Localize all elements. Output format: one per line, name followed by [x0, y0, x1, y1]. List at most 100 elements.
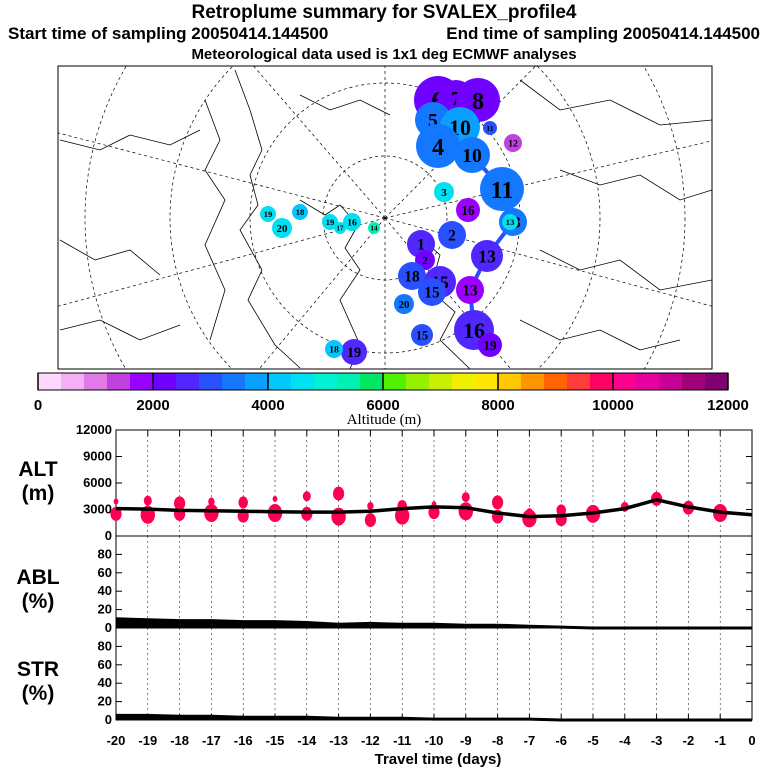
y-tick-label: 0	[105, 712, 112, 727]
altitude-point	[492, 495, 504, 510]
plume-marker	[341, 339, 367, 365]
plume-marker	[325, 340, 343, 358]
plume-day-label: 18	[296, 207, 305, 217]
colorbar-tick-label: 8000	[481, 397, 514, 414]
colorbar-swatch	[498, 373, 522, 390]
plume-markers: 6785104101211316111312132181513201516191…	[260, 76, 527, 365]
colorbar-swatch	[314, 373, 338, 390]
colorbar-label: Altitude (m)	[347, 412, 422, 428]
y-tick-label: 9000	[83, 449, 112, 464]
plume-marker	[368, 222, 380, 234]
plume-day-label: 16	[463, 318, 485, 343]
plume-day-label: 11	[486, 124, 493, 133]
panel-label: STR	[17, 658, 59, 681]
colorbar-swatch	[613, 373, 637, 390]
panel-unit-label: (m)	[22, 482, 55, 505]
plume-marker	[454, 137, 490, 173]
plume-marker	[416, 124, 460, 168]
plume-day-label: 4	[432, 134, 444, 161]
plume-marker	[272, 218, 292, 238]
x-tick-label: -3	[651, 733, 663, 748]
altitude-point	[302, 491, 311, 502]
panel-label: ALT	[18, 458, 57, 481]
colorbar-swatch	[544, 373, 568, 390]
altitude-point	[208, 497, 215, 506]
plume-marker	[504, 134, 522, 152]
plume-day-label: 19	[326, 217, 335, 227]
x-tick-label: -2	[683, 733, 695, 748]
altitude-point	[272, 495, 278, 502]
chart-title: Retroplume summary for SVALEX_profile4	[191, 2, 577, 23]
y-tick-label: 0	[105, 528, 112, 543]
y-tick-label: 60	[98, 565, 112, 580]
y-tick-label: 12000	[76, 422, 112, 437]
panel-abl: 0 20 40 60 80 ABL(%)	[16, 535, 753, 635]
x-tick-label: 0	[748, 733, 755, 748]
x-tick-label: -5	[587, 733, 599, 748]
x-tick-label: -14	[297, 733, 317, 748]
plume-marker	[260, 206, 276, 222]
colorbar-swatch	[682, 373, 706, 390]
plume-day-label: 13	[506, 217, 515, 227]
colorbar-swatch	[429, 373, 453, 390]
colorbar-swatch	[383, 373, 407, 390]
x-tick-label: -1	[714, 733, 726, 748]
x-tick-label: -9	[460, 733, 472, 748]
plume-day-label: 15	[416, 328, 428, 342]
colorbar-swatch	[452, 373, 476, 390]
x-tick-label: -4	[619, 733, 631, 748]
plume-marker	[438, 221, 466, 249]
x-tick-label: -18	[170, 733, 189, 748]
plume-day-label: 20	[277, 223, 289, 235]
colorbar-swatch	[475, 373, 499, 390]
altitude-point	[367, 501, 374, 510]
plume-marker	[480, 167, 524, 211]
plume-marker	[456, 276, 484, 304]
colorbar-tick-label: 6000	[366, 397, 399, 414]
panel-unit-label: (%)	[22, 590, 55, 613]
plume-day-label: 11	[491, 177, 514, 204]
y-tick-label: 3000	[83, 502, 112, 517]
end-time-label: End time of sampling 20050414.144500	[446, 24, 760, 43]
x-tick-label: -12	[361, 733, 380, 748]
plume-day-label: 19	[347, 345, 361, 361]
plume-marker	[483, 121, 497, 135]
colorbar-swatch	[268, 373, 292, 390]
altitude-point	[238, 496, 248, 509]
plume-marker	[322, 214, 338, 230]
plume-day-label: 20	[399, 299, 411, 311]
y-tick-label: 20	[98, 694, 112, 709]
y-tick-label: 6000	[83, 475, 112, 490]
x-tick-label: -6	[555, 733, 567, 748]
plume-day-label: 12	[508, 139, 518, 150]
x-axis-label: Travel time (days)	[375, 751, 502, 768]
x-tick-label: -7	[524, 733, 536, 748]
colorbar-swatch	[84, 373, 108, 390]
x-tick-label: -10	[425, 733, 444, 748]
colorbar-swatch	[567, 373, 591, 390]
map-coastlines	[59, 69, 712, 369]
altitude-point	[113, 498, 119, 505]
colorbar-swatch	[130, 373, 154, 390]
map-panel: 6785104101211316111312132181513201516191…	[57, 65, 713, 370]
altitude-point	[174, 496, 186, 511]
altitude-point	[333, 486, 345, 501]
plume-marker	[411, 324, 433, 346]
time-series-panels: 0 3000 6000 9000 12000 ALT(m) 0 20 40 60 80 ABL(%) 0…	[16, 422, 755, 748]
plume-marker	[418, 278, 446, 306]
altitude-point	[301, 506, 313, 521]
plume-day-label: 19	[483, 338, 497, 353]
plume-day-label: 16	[461, 203, 475, 218]
colorbar-tick-label: 10000	[592, 397, 634, 414]
mean-altitude-line	[115, 497, 753, 519]
panel-alt: 0 3000 6000 9000 12000 ALT(m)	[18, 422, 753, 543]
panel-label: ABL	[16, 566, 59, 589]
colorbar-tick-label: 4000	[251, 397, 284, 414]
plume-marker	[343, 213, 361, 231]
colorbar-swatch	[291, 373, 315, 390]
altitude-colorbar: 0 2000 4000 6000 8000 10000 12000 Altitude (m)	[34, 372, 749, 428]
y-tick-label: 80	[98, 546, 112, 561]
y-tick-label: 40	[98, 583, 112, 598]
colorbar-swatch	[61, 373, 85, 390]
